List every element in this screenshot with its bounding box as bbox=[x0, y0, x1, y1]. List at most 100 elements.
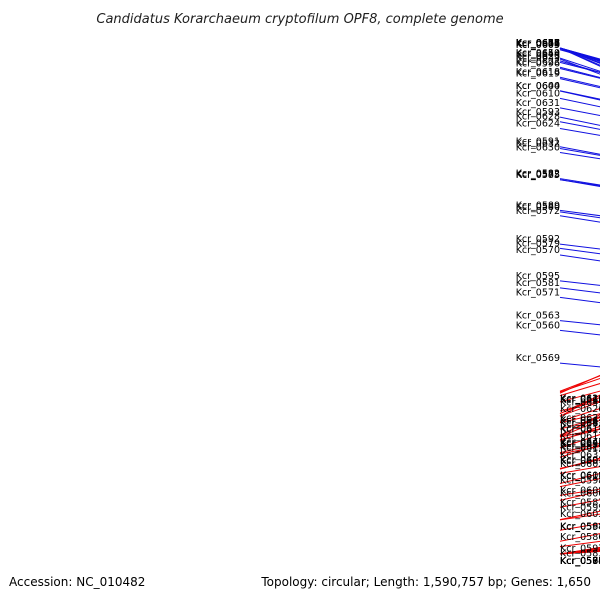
gene-label[interactable]: Kcr_0576 bbox=[560, 556, 600, 567]
gene-label[interactable]: Kcr_0606 bbox=[560, 489, 600, 500]
label-leader-line bbox=[559, 61, 600, 73]
gene-label[interactable]: Kcr_0569 bbox=[516, 353, 560, 364]
gene-label[interactable]: Kcr_0618 bbox=[516, 67, 560, 78]
gene-label[interactable]: Kcr_0594 bbox=[560, 522, 600, 533]
gene-label[interactable]: Kcr_0639 bbox=[516, 52, 560, 63]
gene-label[interactable]: Kcr_0575 bbox=[560, 556, 600, 567]
gene-label[interactable]: Kcr_0607 bbox=[560, 456, 600, 467]
gene-label[interactable]: Kcr_0625 bbox=[516, 51, 560, 62]
gene-label[interactable]: Kcr_0599 bbox=[560, 502, 600, 513]
gene-label[interactable]: Kcr_0645 bbox=[560, 437, 600, 448]
gene-label[interactable]: Kcr_0623 bbox=[516, 57, 560, 68]
gene-label[interactable]: Kcr_0595 bbox=[516, 271, 560, 282]
gene-label[interactable]: Kcr_0661 bbox=[516, 38, 560, 49]
gene-label[interactable]: Kcr_0598 bbox=[560, 475, 600, 486]
genome-summary-text: Topology: circular; Length: 1,590,757 bp… bbox=[260, 575, 591, 589]
gene-label[interactable]: Kcr_0581 bbox=[516, 278, 560, 289]
gene-label[interactable]: Kcr_0596 bbox=[516, 58, 560, 69]
gene-label[interactable]: Kcr_0577 bbox=[560, 556, 600, 567]
gene-label[interactable]: Kcr_0626 bbox=[560, 404, 600, 415]
gene-label[interactable]: Kcr_0608 bbox=[560, 486, 600, 497]
gene-label[interactable]: Kcr_0630 bbox=[516, 142, 560, 153]
gene-label[interactable]: Kcr_0570 bbox=[516, 245, 560, 256]
gene-label[interactable]: Kcr_0632 bbox=[516, 138, 560, 149]
gene-label[interactable]: Kcr_0597 bbox=[560, 543, 600, 554]
label-leader-line bbox=[559, 374, 600, 394]
gene-label[interactable]: Kcr_0580 bbox=[516, 202, 560, 213]
gene-label[interactable]: Kcr_0638 bbox=[516, 38, 560, 49]
gene-label[interactable]: Kcr_0624 bbox=[516, 118, 560, 129]
gene-label[interactable]: Kcr_0572 bbox=[516, 206, 560, 217]
gene-label[interactable]: Kcr_0619 bbox=[516, 69, 560, 80]
gene-label[interactable]: Kcr_0571 bbox=[516, 287, 560, 298]
gene-label[interactable]: Kcr_0573 bbox=[516, 170, 560, 181]
gene-label[interactable]: Kcr_0601 bbox=[560, 455, 600, 466]
gene-label[interactable]: Kcr_0603 bbox=[560, 509, 600, 520]
gene-label[interactable]: Kcr_0586 bbox=[560, 532, 600, 543]
gene-label[interactable]: Kcr_0612 bbox=[516, 38, 560, 49]
gene-label[interactable]: Kcr_0654 bbox=[560, 439, 600, 450]
gene-label[interactable]: Kcr_0615 bbox=[560, 443, 600, 454]
gene-label[interactable]: Kcr_0611 bbox=[560, 425, 600, 436]
gene-label[interactable]: Kcr_0579 bbox=[516, 238, 560, 249]
gene-label[interactable]: Kcr_0655 bbox=[516, 38, 560, 49]
gene-label[interactable]: Kcr_0591 bbox=[516, 137, 560, 148]
gene-label[interactable]: Kcr_0643 bbox=[560, 415, 600, 426]
gene-label[interactable]: Kcr_0637 bbox=[560, 450, 600, 461]
gene-label[interactable]: Kcr_0582 bbox=[516, 169, 560, 180]
gene-label[interactable]: Kcr_0621 bbox=[560, 413, 600, 424]
gene-label[interactable]: Kcr_0593 bbox=[516, 107, 560, 118]
label-leader-line bbox=[559, 147, 600, 156]
gene-label[interactable]: Kcr_0627 bbox=[516, 38, 560, 49]
gene-label[interactable]: Kcr_0646 bbox=[560, 438, 600, 449]
gene-label[interactable]: Kcr_0649 bbox=[560, 398, 600, 409]
gene-label[interactable]: Kcr_0663 bbox=[560, 418, 600, 429]
gene-label[interactable]: Kcr_0616 bbox=[560, 394, 600, 405]
gene-label[interactable]: Kcr_0602 bbox=[560, 459, 600, 470]
gene-labels: Kcr_0569 Kcr_0560 Kcr_0571 Kcr_0563 Kcr_0581… bbox=[516, 38, 600, 567]
gene-label[interactable]: Kcr_0658 bbox=[516, 38, 560, 49]
gene-label[interactable]: Kcr_0633 bbox=[516, 38, 560, 49]
gene-label[interactable]: Kcr_0605 bbox=[516, 40, 560, 51]
gene-label[interactable]: Kcr_0609 bbox=[516, 39, 560, 50]
gene-label[interactable]: Kcr_0610 bbox=[516, 88, 560, 99]
gene-label[interactable]: Kcr_0614 bbox=[560, 423, 600, 434]
label-leader-line bbox=[559, 243, 600, 250]
gene-label[interactable]: Kcr_0667 bbox=[560, 416, 600, 427]
gene-label[interactable]: Kcr_0636 bbox=[516, 38, 560, 49]
label-leader-line bbox=[559, 107, 600, 116]
gene-label[interactable]: Kcr_0592 bbox=[516, 234, 560, 245]
gene-label[interactable]: Kcr_0563 bbox=[516, 311, 560, 322]
gene-label[interactable]: Kcr_0589 bbox=[516, 200, 560, 211]
gene-label[interactable]: Kcr_0585 bbox=[516, 170, 560, 181]
gene-label[interactable]: Kcr_0622 bbox=[560, 439, 600, 450]
gene-label[interactable]: Kcr_0574 bbox=[560, 556, 600, 567]
gene-label[interactable]: Kcr_0629 bbox=[560, 442, 600, 453]
gene-label[interactable]: Kcr_0650 bbox=[516, 48, 560, 59]
label-leader-line bbox=[559, 215, 600, 223]
gene-label[interactable]: Kcr_0613 bbox=[560, 431, 600, 442]
gene-label[interactable]: Kcr_0578 bbox=[560, 556, 600, 567]
gene-label[interactable]: Kcr_0567 bbox=[560, 556, 600, 567]
gene-label[interactable]: Kcr_0604 bbox=[516, 81, 560, 92]
gene-label[interactable]: Kcr_0628 bbox=[516, 112, 560, 123]
gene-label[interactable]: Kcr_0631 bbox=[516, 98, 560, 109]
gene-label[interactable]: Kcr_0560 bbox=[516, 320, 560, 331]
gene-label[interactable]: Kcr_0662 bbox=[560, 395, 600, 406]
gene-label[interactable]: Kcr_0641 bbox=[516, 38, 560, 49]
gene-label[interactable]: Kcr_0644 bbox=[516, 49, 560, 60]
gene-label[interactable]: Kcr_0620 bbox=[560, 393, 600, 404]
gene-label[interactable]: Kcr_0642 bbox=[560, 418, 600, 429]
gene-label[interactable]: Kcr_0640 bbox=[516, 81, 560, 92]
gene-label[interactable]: Kcr_0584 bbox=[560, 556, 600, 567]
gene-label[interactable]: Kcr_0587 bbox=[560, 497, 600, 508]
accession-text: Accession: NC_010482 bbox=[9, 575, 145, 589]
gene-label[interactable]: Kcr_0590 bbox=[560, 556, 600, 567]
gene-label[interactable]: Kcr_0651 bbox=[516, 38, 560, 49]
gene-label[interactable]: Kcr_0583 bbox=[560, 549, 600, 560]
gene-label[interactable]: Kcr_0617 bbox=[560, 471, 600, 482]
gene-label[interactable]: Kcr_0588 bbox=[560, 522, 600, 533]
gene-label[interactable]: Kcr_0600 bbox=[560, 470, 600, 481]
